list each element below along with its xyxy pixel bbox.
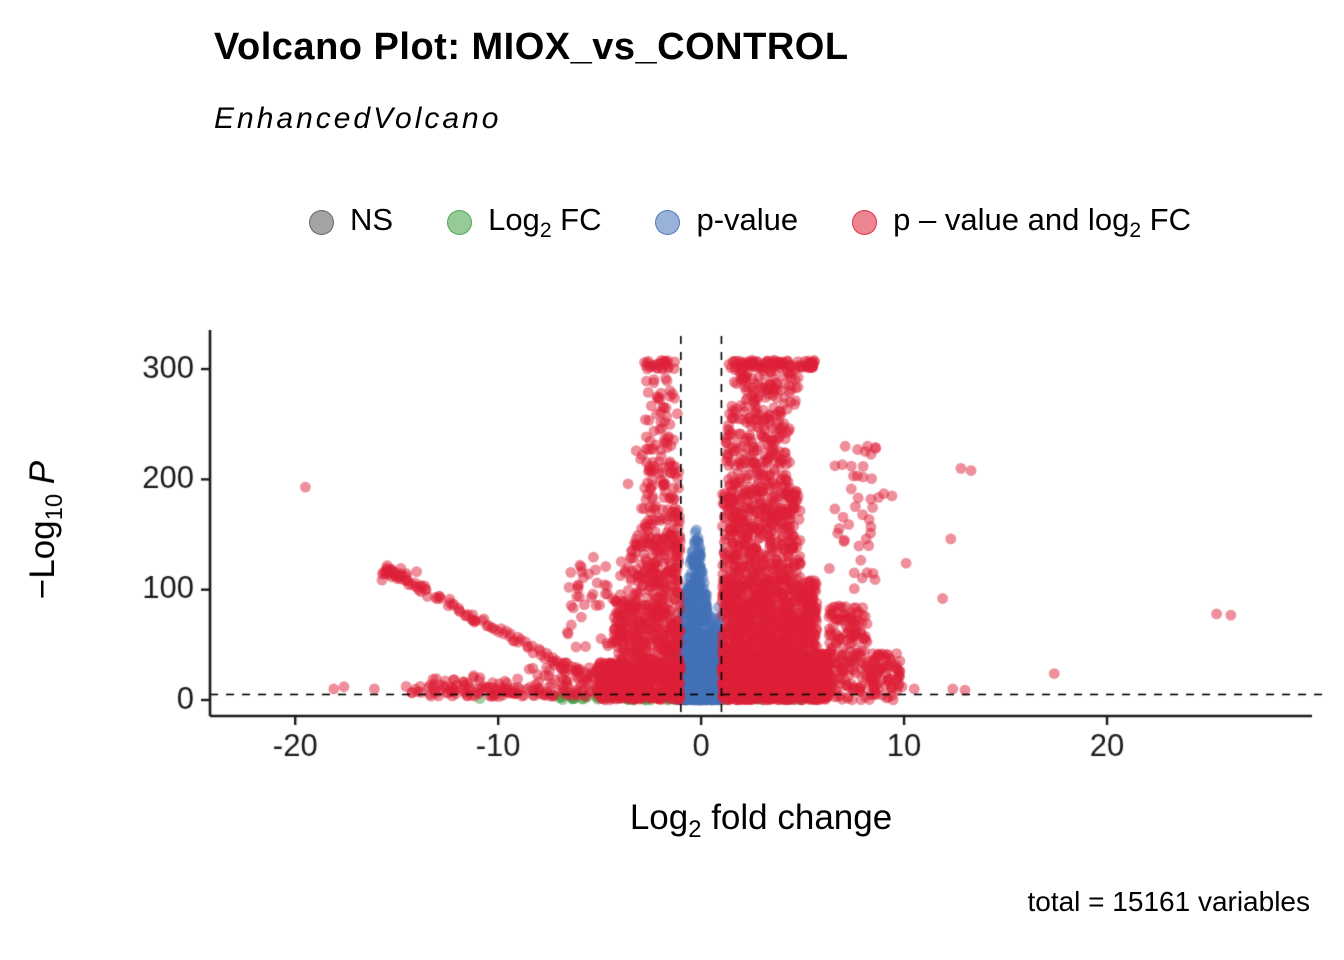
y-axis-label: −Log10 P — [23, 460, 68, 600]
legend-item-pvalue-and-log2fc: p – value and log2 FC — [852, 202, 1191, 243]
chart-subtitle: EnhancedVolcano — [214, 102, 502, 135]
legend: NS Log2 FC p-value p – value and log2 FC — [160, 202, 1340, 243]
x-axis-label: Log2 fold change — [629, 798, 893, 843]
legend-dot-log2fc-icon — [447, 210, 473, 236]
legend-dot-pvalue-and-log2fc-icon — [852, 210, 878, 236]
legend-item-log2fc: Log2 FC — [447, 202, 601, 243]
legend-item-pvalue: p-value — [655, 202, 798, 243]
legend-label-pvalue: p-value — [696, 202, 799, 237]
legend-label-pvalue-and-log2fc: p – value and log2 FC — [893, 202, 1191, 243]
legend-dot-ns-icon — [309, 210, 334, 236]
legend-item-ns: NS — [309, 202, 393, 243]
legend-dot-pvalue-icon — [655, 210, 681, 236]
legend-label-log2fc: Log2 FC — [488, 202, 602, 243]
legend-label-ns: NS — [350, 202, 394, 237]
chart-title: Volcano Plot: MIOX_vs_CONTROL — [214, 26, 849, 68]
caption-total-variables: total = 15161 variables — [1027, 886, 1310, 917]
